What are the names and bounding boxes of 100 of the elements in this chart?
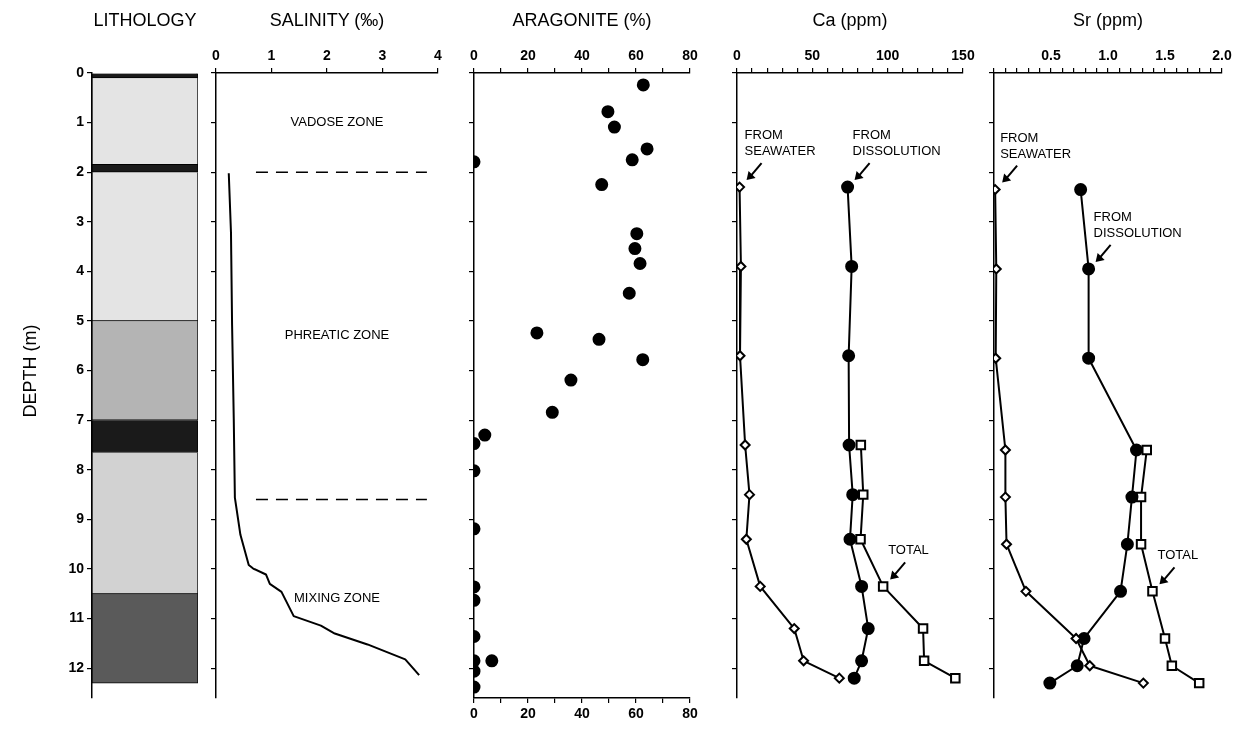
point	[842, 349, 856, 363]
point	[950, 672, 961, 684]
point	[640, 142, 654, 156]
x-tick-label: 50	[804, 47, 821, 64]
point	[636, 78, 650, 92]
x-tick-label: 150	[951, 47, 975, 64]
chart-title: LITHOLOGY	[93, 10, 197, 31]
annotation: FROM DISSOLUTION	[1093, 208, 1182, 240]
point	[1074, 183, 1088, 197]
point	[595, 178, 609, 192]
point	[1147, 586, 1158, 597]
point	[1166, 660, 1178, 671]
point	[592, 332, 606, 346]
x-tick-label: 1.0	[1098, 47, 1118, 64]
point	[855, 534, 866, 545]
point	[841, 180, 855, 194]
x-tick-label: 0	[470, 705, 479, 722]
point	[564, 373, 578, 387]
x-tick-label: 0	[212, 47, 221, 64]
point	[1159, 633, 1171, 644]
point	[1082, 262, 1096, 276]
y-tick-label: 5	[76, 311, 85, 328]
x-tick-label: 20	[520, 705, 536, 722]
x-tick-label: 0.5	[1041, 47, 1061, 64]
point	[861, 622, 875, 636]
point	[1120, 537, 1134, 551]
annotation: FROM DISSOLUTION	[852, 127, 941, 159]
annotation: TOTAL	[888, 542, 929, 558]
x-tick-label: 2.0	[1212, 47, 1232, 64]
annotation: FROM SEAWATER	[744, 127, 816, 159]
y-tick-label: 8	[76, 460, 85, 477]
chart-title: SALINITY (‰)	[269, 10, 385, 31]
point	[1082, 351, 1096, 365]
point	[630, 227, 644, 241]
y-tick-label: 4	[76, 262, 85, 279]
x-tick-label: 60	[628, 705, 644, 722]
point	[754, 580, 766, 592]
x-tick-label: 0	[733, 47, 742, 64]
point	[798, 655, 810, 667]
y-tick-label: 11	[69, 609, 85, 626]
x-tick-label: 80	[682, 705, 698, 722]
chart-title: ARAGONITE (%)	[512, 10, 652, 31]
point	[744, 489, 756, 501]
annotation: TOTAL	[1157, 547, 1199, 563]
y-tick-label: 10	[68, 559, 85, 576]
point	[877, 581, 889, 592]
point	[1125, 490, 1139, 504]
point	[1130, 443, 1143, 457]
point	[530, 326, 544, 340]
point	[636, 353, 650, 367]
point	[858, 489, 869, 500]
point	[633, 256, 647, 270]
point	[1001, 538, 1013, 550]
x-tick-label: 4	[434, 47, 443, 64]
point	[855, 579, 869, 593]
point	[999, 444, 1011, 456]
x-tick-label: 40	[574, 705, 590, 722]
point	[1193, 677, 1205, 689]
chart-title: Ca (ppm)	[812, 10, 888, 31]
point	[737, 260, 747, 272]
point	[601, 105, 615, 119]
point	[855, 654, 869, 668]
point	[1020, 585, 1032, 597]
point	[1135, 538, 1147, 550]
annotation: FROM SEAWATER	[1000, 129, 1072, 161]
point	[918, 655, 930, 667]
point	[855, 439, 867, 451]
point	[845, 259, 859, 273]
y-axis-title: DEPTH (m)	[19, 324, 41, 417]
annotation: MIXING ZONE	[294, 590, 381, 606]
point	[545, 405, 559, 419]
point	[833, 672, 845, 684]
point	[999, 491, 1011, 503]
y-tick-label: 0	[76, 63, 85, 80]
y-tick-label: 9	[76, 510, 85, 527]
y-tick-label: 3	[76, 212, 85, 229]
point	[607, 120, 621, 134]
point	[788, 623, 800, 635]
point	[628, 242, 642, 256]
point	[917, 623, 929, 634]
point	[1114, 584, 1128, 598]
x-tick-label: 3	[378, 47, 387, 64]
point	[1070, 659, 1084, 673]
chart-title: Sr (ppm)	[1072, 10, 1144, 31]
x-tick-label: 2	[323, 47, 332, 64]
point	[1141, 444, 1152, 456]
point	[843, 532, 857, 546]
y-tick-label: 2	[76, 163, 85, 180]
y-tick-label: 1	[76, 113, 85, 130]
x-tick-label: 1.5	[1155, 47, 1175, 64]
point	[1084, 660, 1096, 672]
y-tick-label: 6	[76, 361, 85, 378]
x-tick-label: 1	[267, 47, 276, 64]
point	[740, 533, 752, 545]
y-tick-label: 12	[68, 659, 85, 676]
point	[622, 286, 636, 300]
y-tick-label: 7	[76, 411, 85, 428]
point	[846, 488, 860, 502]
point	[847, 671, 861, 685]
point	[625, 153, 639, 167]
